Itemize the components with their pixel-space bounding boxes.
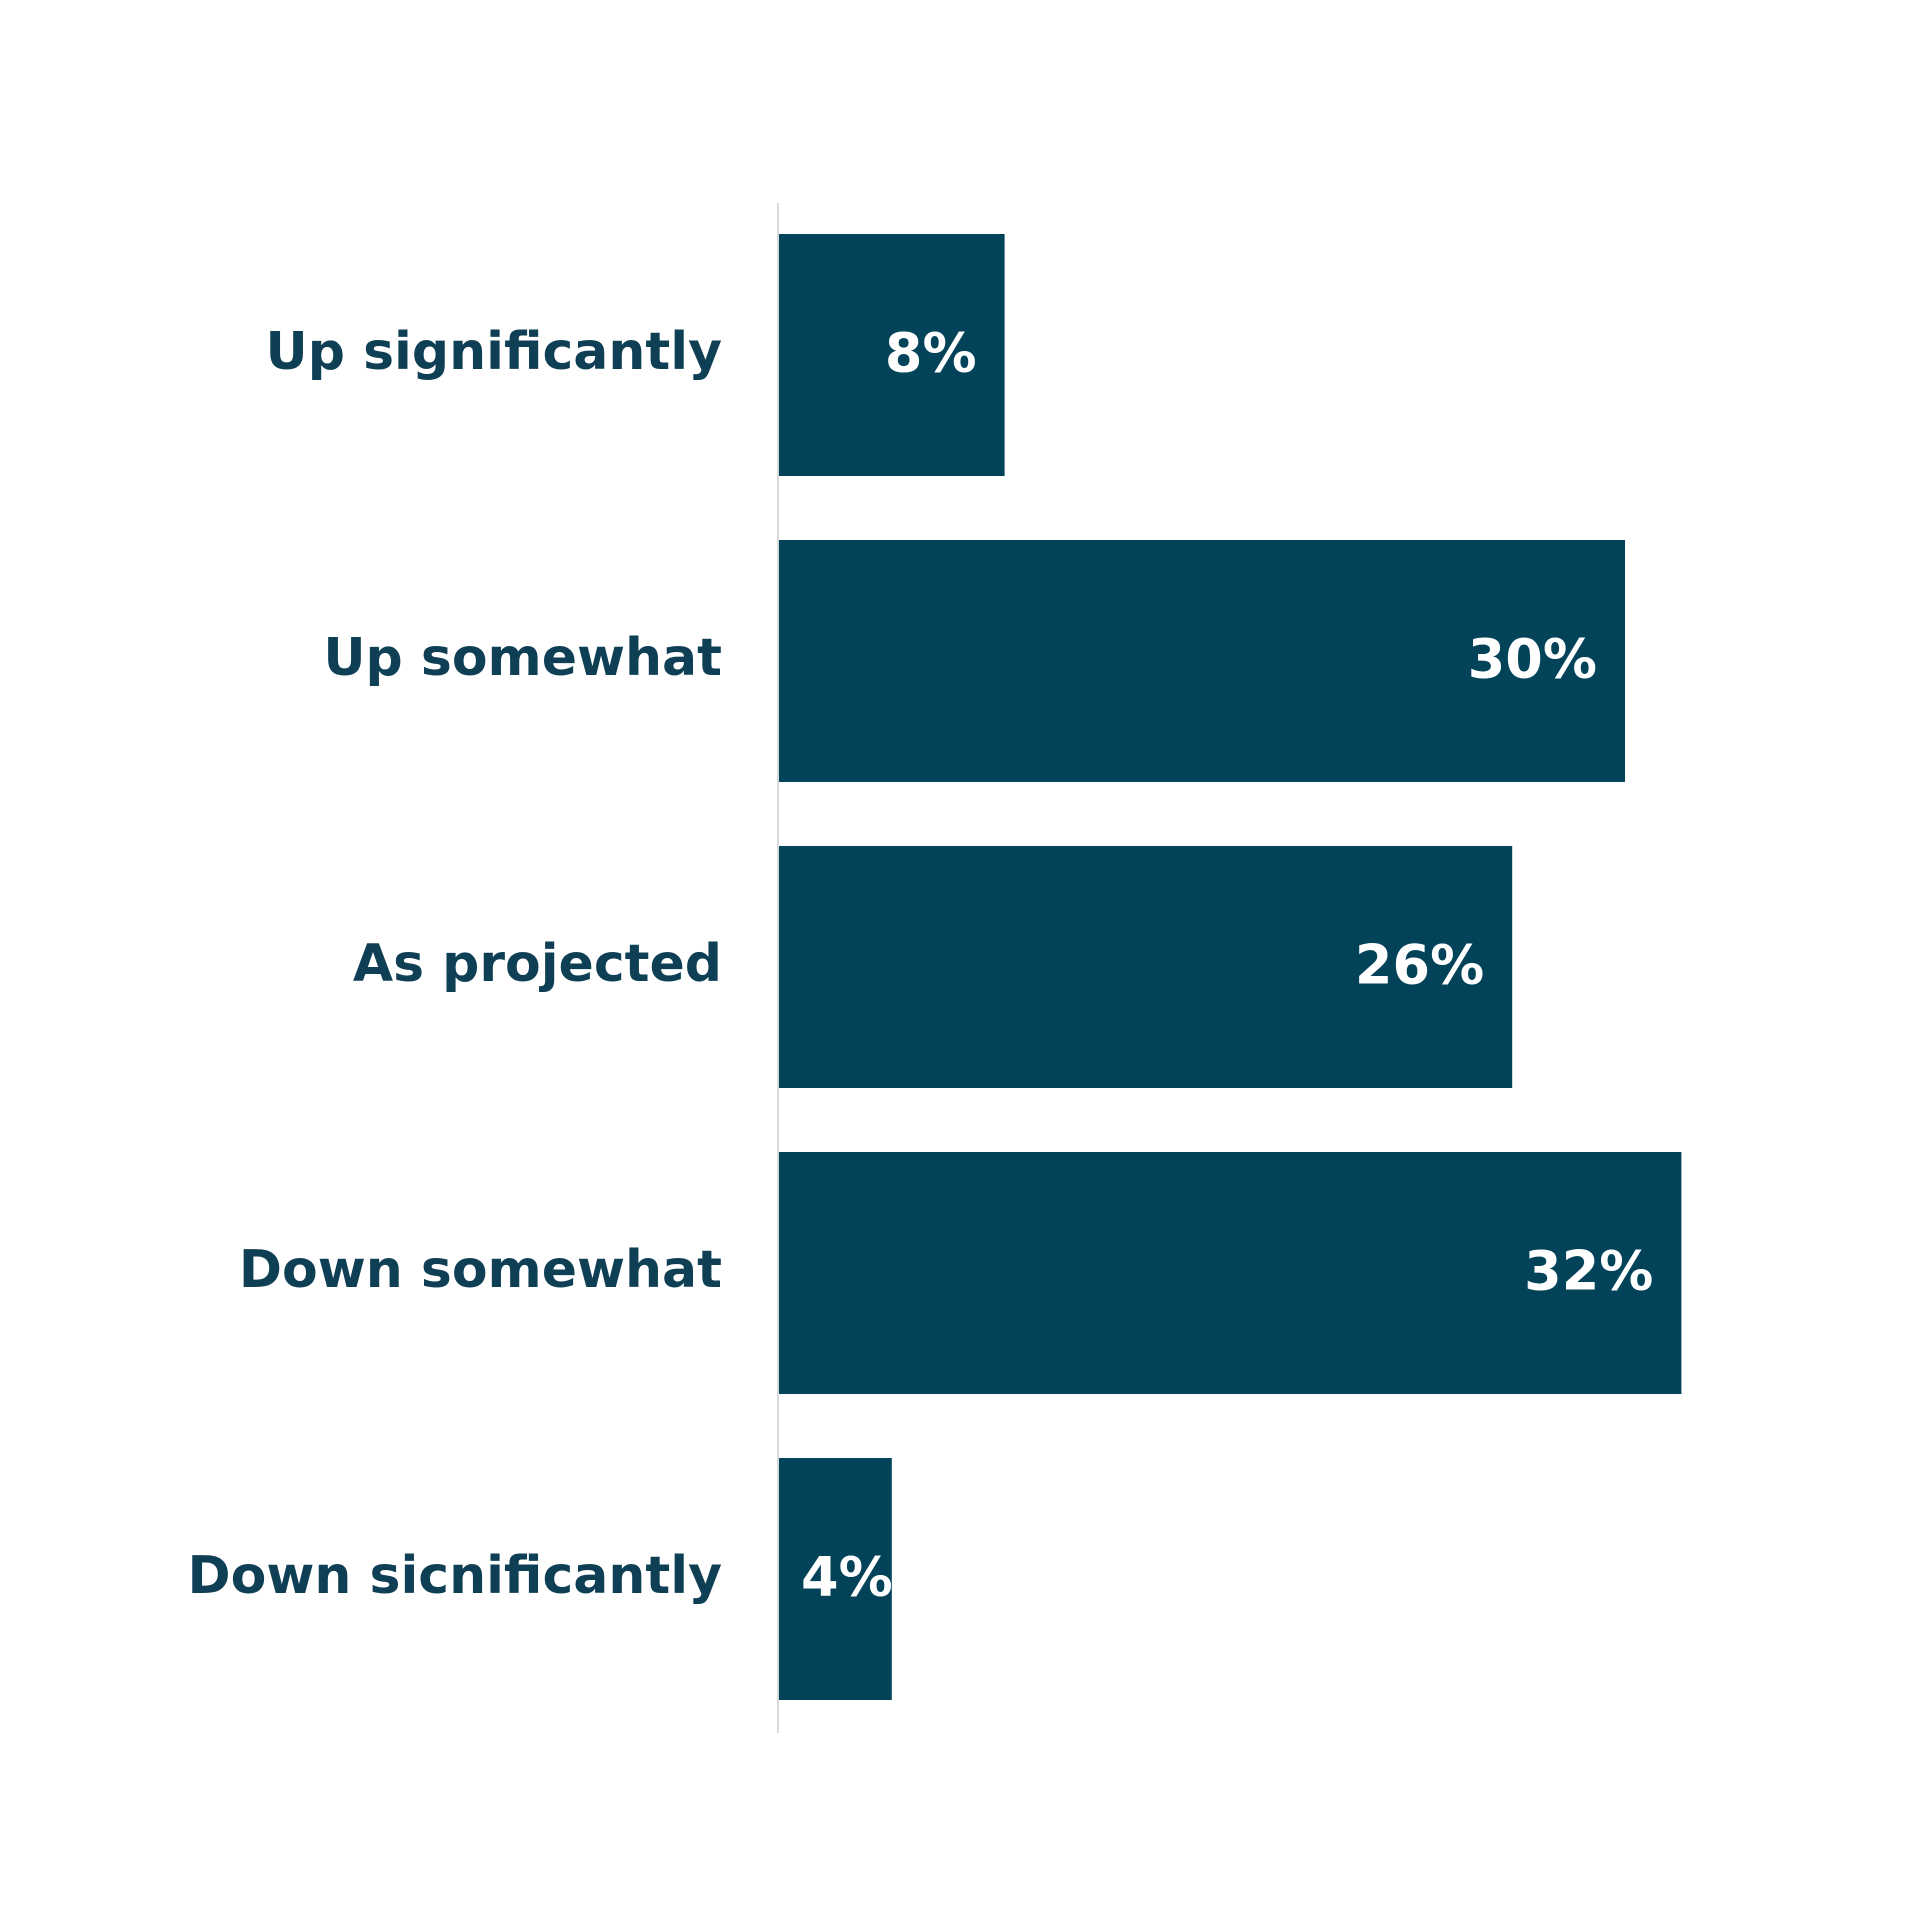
category-label: Up significantly: [266, 322, 722, 382]
category-label: Down sicnificantly: [187, 1546, 722, 1606]
value-label: 8%: [885, 322, 977, 385]
bar: [779, 1458, 892, 1700]
value-label: 26%: [1355, 934, 1484, 997]
bar: [779, 1152, 1682, 1394]
bar: [779, 234, 1005, 476]
value-label: 4%: [801, 1546, 893, 1609]
value-label: 30%: [1468, 628, 1597, 691]
bar: [779, 540, 1625, 782]
category-label: As projected: [353, 934, 722, 994]
category-label: Down somewhat: [239, 1240, 722, 1300]
bar: [779, 846, 1513, 1088]
category-label: Up somewhat: [323, 628, 722, 688]
value-label: 32%: [1524, 1240, 1653, 1303]
